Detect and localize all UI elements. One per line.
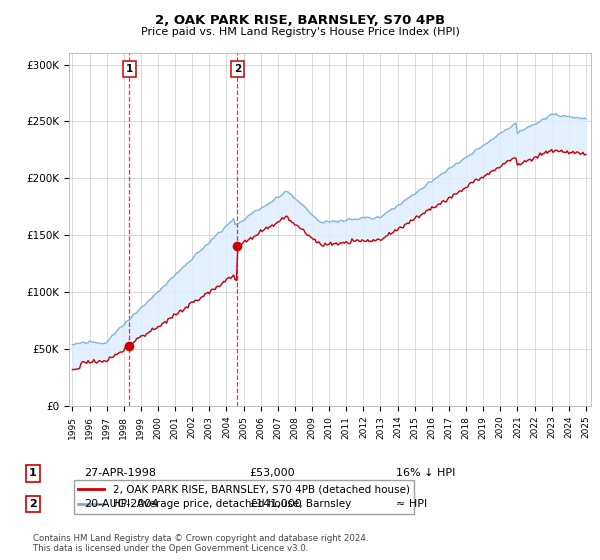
Text: 2: 2 (29, 499, 37, 509)
Text: 1: 1 (125, 64, 133, 74)
Text: Price paid vs. HM Land Registry's House Price Index (HPI): Price paid vs. HM Land Registry's House … (140, 27, 460, 37)
Text: 27-APR-1998: 27-APR-1998 (84, 468, 156, 478)
Text: £141,000: £141,000 (249, 499, 302, 509)
Text: ≈ HPI: ≈ HPI (396, 499, 427, 509)
Legend: 2, OAK PARK RISE, BARNSLEY, S70 4PB (detached house), HPI: Average price, detach: 2, OAK PARK RISE, BARNSLEY, S70 4PB (det… (74, 480, 414, 514)
Text: 2: 2 (234, 64, 241, 74)
Text: 16% ↓ HPI: 16% ↓ HPI (396, 468, 455, 478)
Text: 1: 1 (29, 468, 37, 478)
Text: Contains HM Land Registry data © Crown copyright and database right 2024.
This d: Contains HM Land Registry data © Crown c… (33, 534, 368, 553)
Text: 20-AUG-2004: 20-AUG-2004 (84, 499, 158, 509)
Text: 2, OAK PARK RISE, BARNSLEY, S70 4PB: 2, OAK PARK RISE, BARNSLEY, S70 4PB (155, 14, 445, 27)
Text: £53,000: £53,000 (249, 468, 295, 478)
